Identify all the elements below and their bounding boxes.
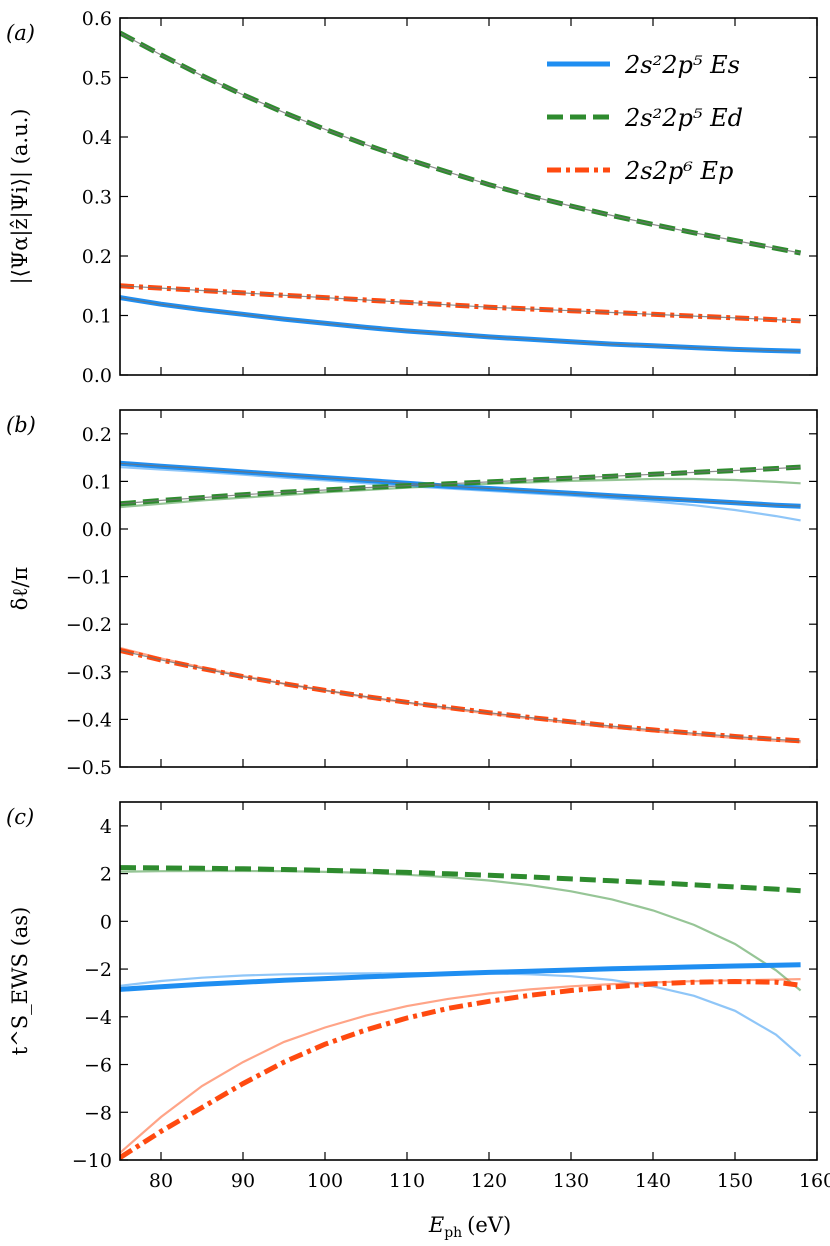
y-tick-label: 0.5 [82,68,112,90]
y-tick-label: 0.2 [82,246,112,268]
reference-line-Es [120,297,801,352]
x-tick-label: 110 [389,1170,425,1192]
x-tick-label: 160 [799,1170,830,1192]
reference-line-Ed [120,32,801,254]
y-tick-label: 0 [100,911,112,933]
y-tick-label: −0.3 [66,662,112,684]
y-tick-label: 0.3 [82,187,112,209]
y-tick-label: 0.1 [82,471,112,493]
reference-line-Ed [120,466,801,505]
reference-line-Ep [120,649,801,742]
y-tick-label: 0.6 [82,8,112,30]
x-axis-label-sub: ph [444,1225,462,1241]
series-line-Ep [120,283,801,324]
y-tick-label: 0.1 [82,306,112,328]
series-line-Ed [120,865,801,894]
y-tick-label: −10 [72,1150,112,1172]
x-tick-label: 100 [307,1170,343,1192]
plot-area [120,30,802,354]
x-tick-label: 140 [635,1170,671,1192]
series-line-Ep [120,978,801,1160]
x-axis-label-unit: (eV) [467,1213,511,1237]
y-tick-label: −2 [84,959,112,981]
y-tick-label: −0.2 [66,614,112,636]
axes-frame [119,801,818,1161]
panel-2: 0.2 0.1 0.0 −0.1 −0.2 −0.3 −0.4 −0.5 (b) δℓ/π [6,409,818,779]
y-tick-label: −0.1 [66,567,112,589]
x-tick-label: 150 [717,1170,753,1192]
x-tick-label: 80 [149,1170,173,1192]
x-tick-label: 130 [553,1170,589,1192]
plot-area [120,865,802,1160]
series-line-Es [120,962,801,992]
panel-1: 0.0 0.1 0.2 0.3 0.4 0.5 0.6 (a) |⟨Ψα|ẑ|Ψi⟩| (a.u… [6,8,818,387]
y-tick-label: 0.0 [82,519,112,541]
legend: 2s²2p⁵ Es 2s²2p⁵ Ed 2s2p⁶ Ep [547,51,743,185]
y-axis-label: δℓ/π [8,567,32,611]
legend-label-Es: 2s²2p⁵ Es [624,51,740,79]
plot-area [120,460,801,744]
y-tick-label: −0.5 [66,757,112,779]
x-axis-label-main: E [428,1213,444,1237]
y-axis-label: |⟨Ψα|ẑ|Ψi⟩| (a.u.) [8,109,33,285]
y-tick-label: 0.0 [82,365,112,387]
series-line-Ep [120,647,801,744]
x-axis-label: Eph (eV) [428,1213,511,1241]
legend-label-Ed: 2s²2p⁵ Ed [624,104,743,132]
y-tick-label: −6 [84,1055,112,1077]
x-tick-label: 120 [471,1170,507,1192]
legend-label-Ep: 2s2p⁶ Ep [624,157,733,185]
y-tick-label: 0.2 [82,424,112,446]
panel-label: (c) [6,805,34,829]
y-tick-label: −4 [84,1007,112,1029]
y-tick-label: −0.4 [66,709,112,731]
y-tick-label: 0.4 [82,127,112,149]
reference-line-Ep [120,285,801,322]
panel-label: (b) [6,413,36,437]
panel-3: 4 2 0 −2 −4 −6 −8 −10 80 90 100 110 120 130 140 150 160 (… [6,801,830,1192]
x-tick-label: 90 [231,1170,255,1192]
y-tick-label: 2 [100,864,112,886]
y-tick-label: 4 [100,816,112,838]
reference-line-Es [120,462,801,507]
axes-frame [119,409,818,768]
panel-label: (a) [6,21,35,45]
thin-curve-Ep [120,646,801,744]
y-tick-label: −8 [84,1102,112,1124]
y-axis-label: t^S_EWS (as) [8,907,32,1056]
